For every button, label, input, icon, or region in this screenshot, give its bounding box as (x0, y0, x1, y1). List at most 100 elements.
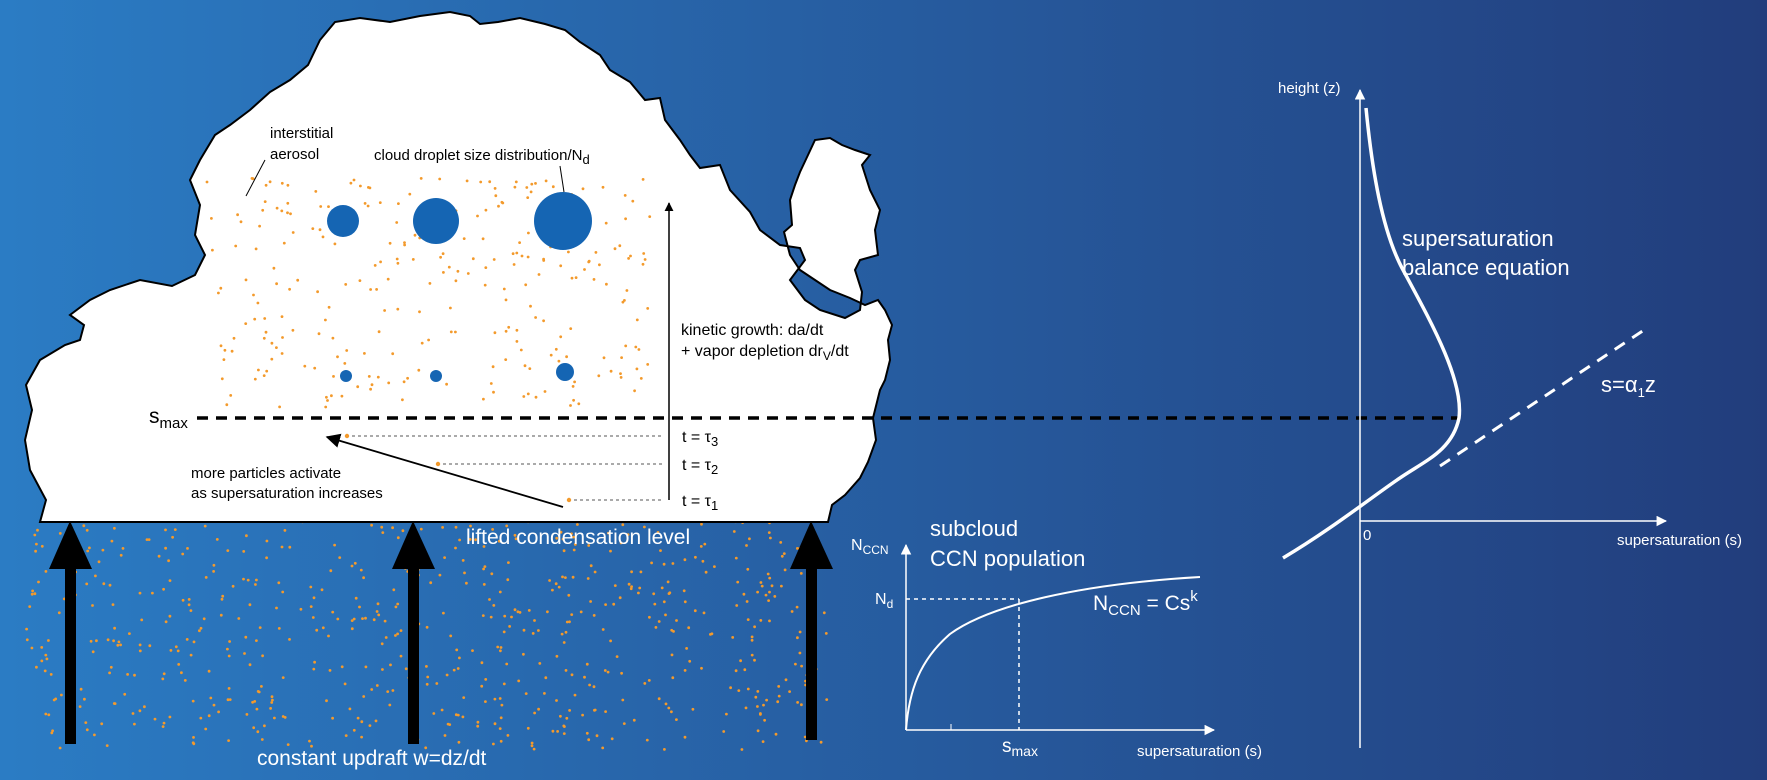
aerosol-particle (643, 525, 646, 529)
aerosol-particle (544, 179, 548, 183)
aerosol-particle (333, 543, 336, 547)
aerosol-particle (270, 357, 274, 361)
aerosol-particle (620, 356, 623, 359)
aerosol-particle (455, 648, 459, 652)
aerosol-particle (530, 744, 534, 748)
aerosol-particle (105, 744, 109, 747)
aerosol-particle (234, 244, 238, 248)
aerosol-particle (215, 538, 219, 541)
aerosol-particle (111, 603, 115, 606)
aerosol-particle (504, 329, 508, 333)
aerosol-particle (565, 620, 569, 624)
aerosol-particle (242, 577, 245, 581)
aerosol-particle (168, 715, 172, 719)
aerosol-particle (296, 278, 300, 282)
aerosol-particle (561, 575, 564, 579)
aerosol-particle (108, 671, 111, 675)
aerosol-particle (43, 669, 47, 673)
aerosol-particle (526, 255, 530, 259)
aerosol-particle (725, 712, 728, 716)
aerosol-particle (219, 613, 223, 617)
aerosol-particle (265, 539, 269, 543)
aerosol-particle (308, 739, 311, 743)
aerosol-particle (577, 402, 581, 406)
aerosol-particle (226, 549, 230, 552)
aerosol-particle (670, 653, 674, 657)
aerosol-particle (592, 614, 596, 617)
aerosol-particle (435, 682, 439, 685)
aerosol-particle (25, 627, 28, 631)
aerosol-particle (363, 352, 366, 355)
aerosol-particle (654, 626, 658, 629)
aerosol-particle (492, 742, 495, 746)
aerosol-particle (270, 701, 274, 704)
aerosol-particle (360, 720, 364, 724)
updraft-arrow-head-2 (392, 521, 435, 569)
droplet-label-main: cloud droplet size distribution/N (374, 147, 582, 164)
aerosol-particle (408, 192, 412, 196)
aerosol-particle (645, 738, 649, 742)
aerosol-particle (117, 640, 121, 644)
aerosol-particle (657, 697, 661, 701)
aerosol-particle (606, 670, 610, 674)
aerosol-particle (157, 554, 161, 558)
aerosol-particle (579, 610, 583, 614)
aerosol-particle (275, 282, 278, 286)
aerosol-particle (164, 528, 167, 532)
aerosol-particle (173, 528, 177, 531)
aerosol-particle (454, 525, 458, 529)
aerosol-particle (253, 317, 257, 321)
ccn-eq-sup: k (1190, 588, 1198, 605)
aerosol-particle (252, 726, 256, 730)
aerosol-particle (685, 647, 688, 650)
t2-label: t = τ2 (682, 457, 718, 477)
aerosol-particle (383, 619, 387, 623)
t1-label: t = τ1 (682, 493, 718, 513)
aerosol-particle (397, 202, 400, 206)
aerosol-particle (264, 183, 268, 187)
aerosol-particle (28, 605, 32, 608)
aerosol-particle (570, 673, 574, 677)
aerosol-particle (602, 356, 606, 360)
aerosol-particle (542, 259, 546, 262)
aerosol-particle (766, 572, 770, 576)
aerosol-particle (511, 252, 515, 256)
aerosol-particle (30, 592, 34, 596)
aerosol-particle (88, 546, 91, 550)
aerosol-particle (177, 663, 181, 666)
aerosol-particle (131, 712, 135, 715)
aerosol-particle (236, 213, 240, 217)
aerosol-particle (653, 602, 657, 606)
aerosol-particle (538, 662, 542, 665)
aerosol-particle (746, 687, 750, 691)
aerosol-particle (469, 524, 472, 528)
updraft-arrows (49, 521, 833, 744)
aerosol-particle (592, 685, 596, 689)
aerosol-particle (734, 669, 738, 673)
aerosol-particle (244, 635, 248, 639)
aerosol-particle (663, 748, 666, 751)
activation-arrow (325, 433, 564, 508)
aerosol-particle (756, 729, 760, 733)
lcl-label: lifted condensation level (466, 526, 690, 549)
aerosol-particle (37, 580, 40, 584)
aerosol-particle (619, 541, 623, 545)
aerosol-particle (499, 649, 502, 653)
aerosol-particle (639, 570, 643, 574)
aerosol-particle (429, 581, 433, 585)
aerosol-particle (494, 194, 498, 198)
aerosol-particle (299, 607, 303, 611)
aerosol-particle (740, 748, 744, 751)
aerosol-particle (488, 180, 492, 184)
aerosol-particle (482, 583, 486, 586)
aerosol-particle (770, 584, 774, 588)
aerosol-particle (780, 554, 784, 558)
aerosol-particle (383, 309, 386, 312)
aerosol-particle (401, 398, 404, 402)
aerosol-particle (615, 655, 619, 658)
aerosol-particle (326, 399, 329, 402)
aerosol-particle (621, 698, 625, 702)
updraft-arrow-shaft-3 (806, 568, 817, 740)
aerosol-particle (456, 667, 460, 670)
